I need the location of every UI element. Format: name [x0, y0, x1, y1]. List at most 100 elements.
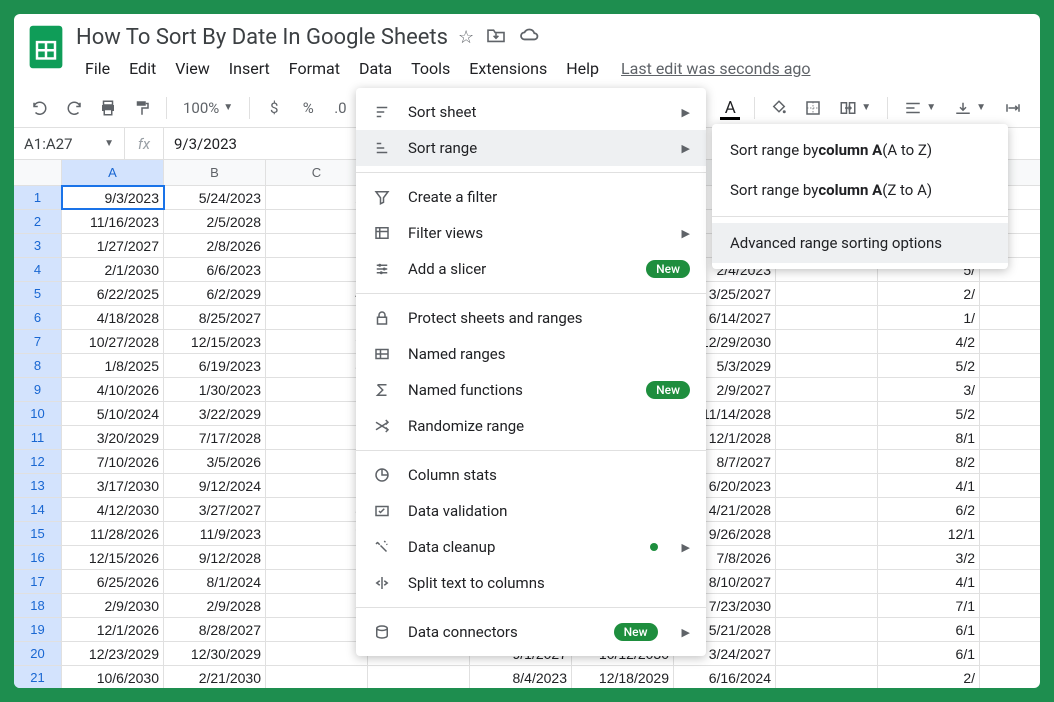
cell[interactable]: 12/30/2029 — [164, 642, 266, 665]
cell[interactable]: 4/2 — [878, 330, 980, 353]
cell[interactable] — [776, 474, 878, 497]
cell[interactable]: 6/2 — [878, 498, 980, 521]
cell[interactable] — [776, 402, 878, 425]
cell[interactable] — [776, 306, 878, 329]
cell[interactable]: 9/3/2023 — [62, 186, 164, 209]
cell[interactable] — [266, 546, 368, 569]
cell[interactable]: 4 — [266, 282, 368, 305]
column-header[interactable]: A — [62, 160, 164, 185]
menu-item-create-a-filter[interactable]: Create a filter — [356, 179, 706, 215]
menu-extensions[interactable]: Extensions — [460, 55, 556, 82]
menu-item-sort-sheet[interactable]: Sort sheet▶ — [356, 94, 706, 130]
row-header[interactable]: 8 — [14, 354, 62, 377]
name-box[interactable]: A1:A27▼ — [14, 135, 124, 153]
cell[interactable]: 12/1 — [878, 522, 980, 545]
text-color-icon[interactable]: A — [716, 94, 744, 122]
borders-icon[interactable] — [799, 94, 827, 122]
cell[interactable] — [776, 498, 878, 521]
cell[interactable] — [776, 426, 878, 449]
cell[interactable] — [266, 450, 368, 473]
cell[interactable]: 2/21/2030 — [164, 666, 266, 688]
select-all-corner[interactable] — [14, 160, 62, 185]
cell[interactable]: 7/17/2028 — [164, 426, 266, 449]
menu-item-data-cleanup[interactable]: Data cleanup▶ — [356, 529, 706, 565]
cell[interactable]: 1 — [266, 618, 368, 641]
cell[interactable] — [776, 378, 878, 401]
row-header[interactable]: 3 — [14, 234, 62, 257]
paint-format-icon[interactable] — [128, 94, 156, 122]
cell[interactable]: 4/18/2028 — [62, 306, 164, 329]
cell[interactable] — [266, 234, 368, 257]
column-header[interactable]: C — [266, 160, 368, 185]
cell[interactable]: 4/1 — [878, 474, 980, 497]
row-header[interactable]: 14 — [14, 498, 62, 521]
cell[interactable]: 2/ — [878, 282, 980, 305]
cell[interactable]: 6/22/2025 — [62, 282, 164, 305]
cell[interactable]: 5/2 — [878, 354, 980, 377]
row-header[interactable]: 16 — [14, 546, 62, 569]
cell[interactable]: 6/25/2026 — [62, 570, 164, 593]
cell[interactable]: 8/1/2024 — [164, 570, 266, 593]
cell[interactable]: 6/16/2024 — [674, 666, 776, 688]
cell[interactable] — [266, 642, 368, 665]
row-header[interactable]: 5 — [14, 282, 62, 305]
menu-item-sort-range[interactable]: Sort range▶ — [356, 130, 706, 166]
menu-item-protect-sheets-and-ranges[interactable]: Protect sheets and ranges — [356, 300, 706, 336]
row-header[interactable]: 1 — [14, 186, 62, 209]
cell[interactable]: 2/5/2028 — [164, 210, 266, 233]
menu-item-named-ranges[interactable]: Named ranges — [356, 336, 706, 372]
cell[interactable]: 1/8/2025 — [62, 354, 164, 377]
cell[interactable]: 2/9/2028 — [164, 594, 266, 617]
menu-view[interactable]: View — [166, 55, 219, 82]
cell[interactable] — [266, 306, 368, 329]
row-header[interactable]: 19 — [14, 618, 62, 641]
cell[interactable] — [776, 594, 878, 617]
cell[interactable]: 5/10/2024 — [62, 402, 164, 425]
menu-data[interactable]: Data — [350, 55, 401, 82]
cell[interactable]: 6/19/2023 — [164, 354, 266, 377]
cell[interactable]: 3/27/2027 — [164, 498, 266, 521]
submenu-item[interactable]: Sort range by column A (A to Z) — [712, 130, 1008, 170]
cell[interactable]: 1 — [266, 474, 368, 497]
menu-help[interactable]: Help — [557, 55, 608, 82]
horizontal-align-icon[interactable]: ▼ — [898, 101, 942, 115]
cell[interactable]: 11/16/2023 — [62, 210, 164, 233]
cell[interactable]: 1 — [266, 426, 368, 449]
menu-item-filter-views[interactable]: Filter views▶ — [356, 215, 706, 251]
undo-icon[interactable] — [26, 94, 54, 122]
cell[interactable]: 9/12/2028 — [164, 546, 266, 569]
cell[interactable]: 3/ — [878, 378, 980, 401]
menu-item-named-functions[interactable]: Named functionsNew — [356, 372, 706, 408]
cell[interactable]: 7/10/2026 — [62, 450, 164, 473]
cell[interactable] — [776, 570, 878, 593]
cell[interactable]: 7/1 — [878, 594, 980, 617]
cell[interactable] — [776, 450, 878, 473]
vertical-align-icon[interactable]: ▼ — [948, 100, 992, 116]
cell[interactable]: 2/ — [878, 666, 980, 688]
format-percent[interactable]: % — [294, 94, 322, 122]
cell[interactable]: 5 — [266, 594, 368, 617]
cell[interactable]: 1 — [266, 258, 368, 281]
cell[interactable] — [776, 330, 878, 353]
row-header[interactable]: 15 — [14, 522, 62, 545]
submenu-item[interactable]: Sort range by column A (Z to A) — [712, 170, 1008, 210]
cell[interactable] — [776, 546, 878, 569]
cell[interactable]: 8 — [266, 354, 368, 377]
cell[interactable]: 8/4/2023 — [470, 666, 572, 688]
cell[interactable]: 3/2 — [878, 546, 980, 569]
cell[interactable]: 7 — [266, 522, 368, 545]
cell[interactable]: 10/27/2028 — [62, 330, 164, 353]
cell[interactable]: 8/1 — [878, 426, 980, 449]
menu-insert[interactable]: Insert — [220, 55, 279, 82]
cell[interactable]: 1 — [266, 210, 368, 233]
row-header[interactable]: 7 — [14, 330, 62, 353]
menu-item-randomize-range[interactable]: Randomize range — [356, 408, 706, 444]
sheets-logo[interactable] — [26, 22, 66, 72]
menu-item-data-connectors[interactable]: Data connectorsNew▶ — [356, 614, 706, 650]
cell[interactable]: 8/2 — [878, 450, 980, 473]
cell[interactable]: 1/27/2027 — [62, 234, 164, 257]
cell[interactable]: 12/23/2029 — [62, 642, 164, 665]
row-header[interactable]: 9 — [14, 378, 62, 401]
row-header[interactable]: 6 — [14, 306, 62, 329]
star-icon[interactable]: ☆ — [458, 27, 474, 48]
